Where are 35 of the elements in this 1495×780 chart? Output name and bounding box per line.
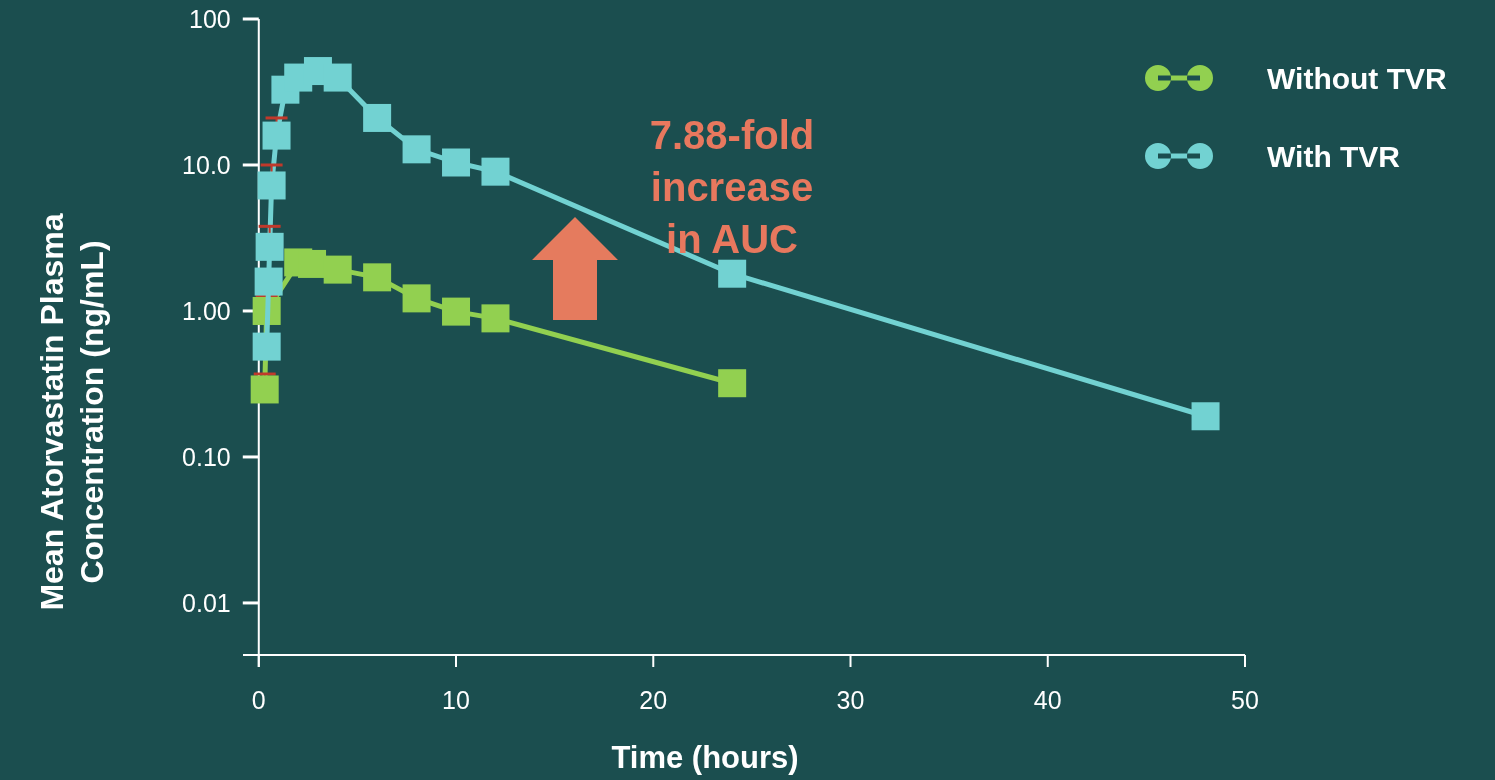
point [323,255,352,284]
point [718,259,747,288]
x-tick-label: 40 [1033,686,1062,714]
y-tick-label: 10.0 [182,150,231,179]
annotation: 7.88-fold increase in AUC [649,113,815,261]
point [252,332,281,361]
point [402,135,431,164]
point [402,284,431,313]
point [255,232,284,261]
x-tick-label: 30 [836,686,865,714]
point [363,263,392,292]
x-tick-label: 20 [639,686,668,714]
y-tick-label: 0.01 [182,588,231,617]
point [262,121,291,150]
x-axis-title: Time (hours) [611,740,799,775]
x-tick-label: 10 [442,686,470,714]
x-tick-label: 50 [1231,686,1259,714]
point [250,375,279,404]
point [254,267,283,296]
point [481,304,510,333]
point [323,63,352,92]
point [442,297,471,326]
legend-label: With TVR [1267,139,1401,173]
point [718,369,747,398]
y-tick-label: 1.00 [182,296,231,325]
legend-label: Without TVR [1267,61,1448,95]
point [1191,402,1220,431]
y-axis-title: Mean Atorvastatin Plasma Concentration (ng/mL) [34,213,111,611]
point [363,103,392,132]
y-tick-label: 0.10 [182,442,231,471]
point [257,171,286,200]
x-tick-label: 0 [251,686,266,714]
point [481,157,510,186]
y-tick-label: 100 [189,4,231,33]
point [442,148,471,177]
